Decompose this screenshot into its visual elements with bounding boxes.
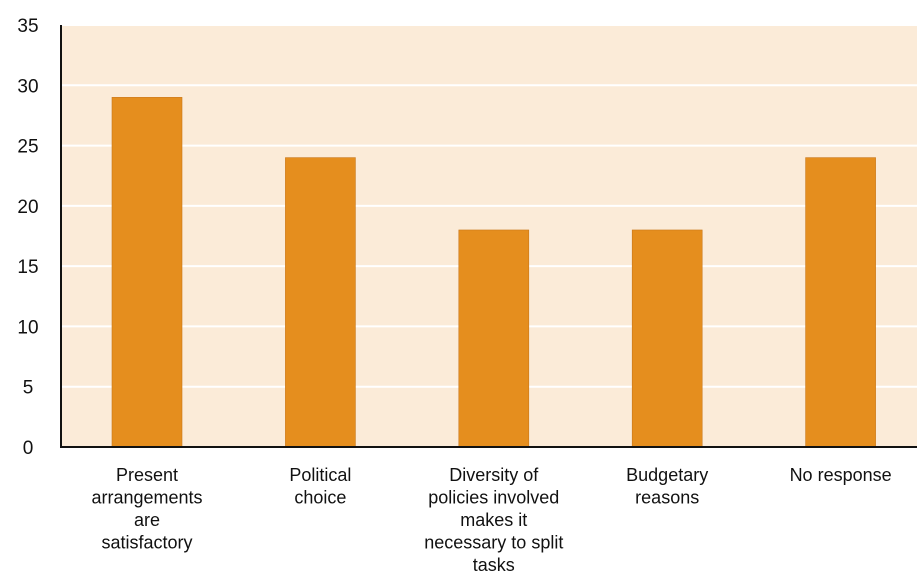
bar [111,97,183,448]
x-category-label-line: Political [289,465,351,485]
x-category-label-line: policies involved [428,488,559,508]
y-tick-label: 0 [23,438,34,459]
x-category-label: Political choice [289,465,351,508]
y-tick-label: 25 [17,137,38,158]
x-category-label: Present arrangements are satisfactory [91,465,202,553]
x-category-label-line: No response [790,465,892,485]
y-tick-label: 30 [17,76,38,97]
x-category-label-line: tasks [473,555,515,575]
y-tick-label: 15 [17,257,38,278]
bar [805,157,876,448]
x-category-label-line: reasons [635,488,699,508]
x-category-label-line: Present [116,465,178,485]
bar [285,157,356,448]
y-tick-label: 35 [17,16,38,37]
x-category-label-line: necessary to split [424,533,563,553]
x-category-label-line: satisfactory [101,533,192,553]
x-category-label: Budgetary reasons [626,465,708,508]
y-axis-tick-labels: 0 5 10 15 20 25 30 35 [17,16,38,459]
x-category-label-line: Budgetary [626,465,708,485]
x-category-label-line: choice [294,488,346,508]
x-category-label-line: arrangements [91,488,202,508]
bar [631,229,703,448]
x-category-label: Diversity of policies involved makes it nec… [424,465,563,575]
x-category-label-line: Diversity of [449,465,539,485]
y-tick-label: 20 [17,197,38,218]
y-tick-label: 10 [17,317,38,338]
x-category-label-line: makes it [460,510,527,530]
bar [458,229,530,448]
x-axis-category-labels: Present arrangements are satisfactory Politi… [91,465,891,575]
x-category-label-line: are [134,510,160,530]
y-tick-label: 5 [23,378,34,399]
x-category-label: No response [790,465,892,485]
